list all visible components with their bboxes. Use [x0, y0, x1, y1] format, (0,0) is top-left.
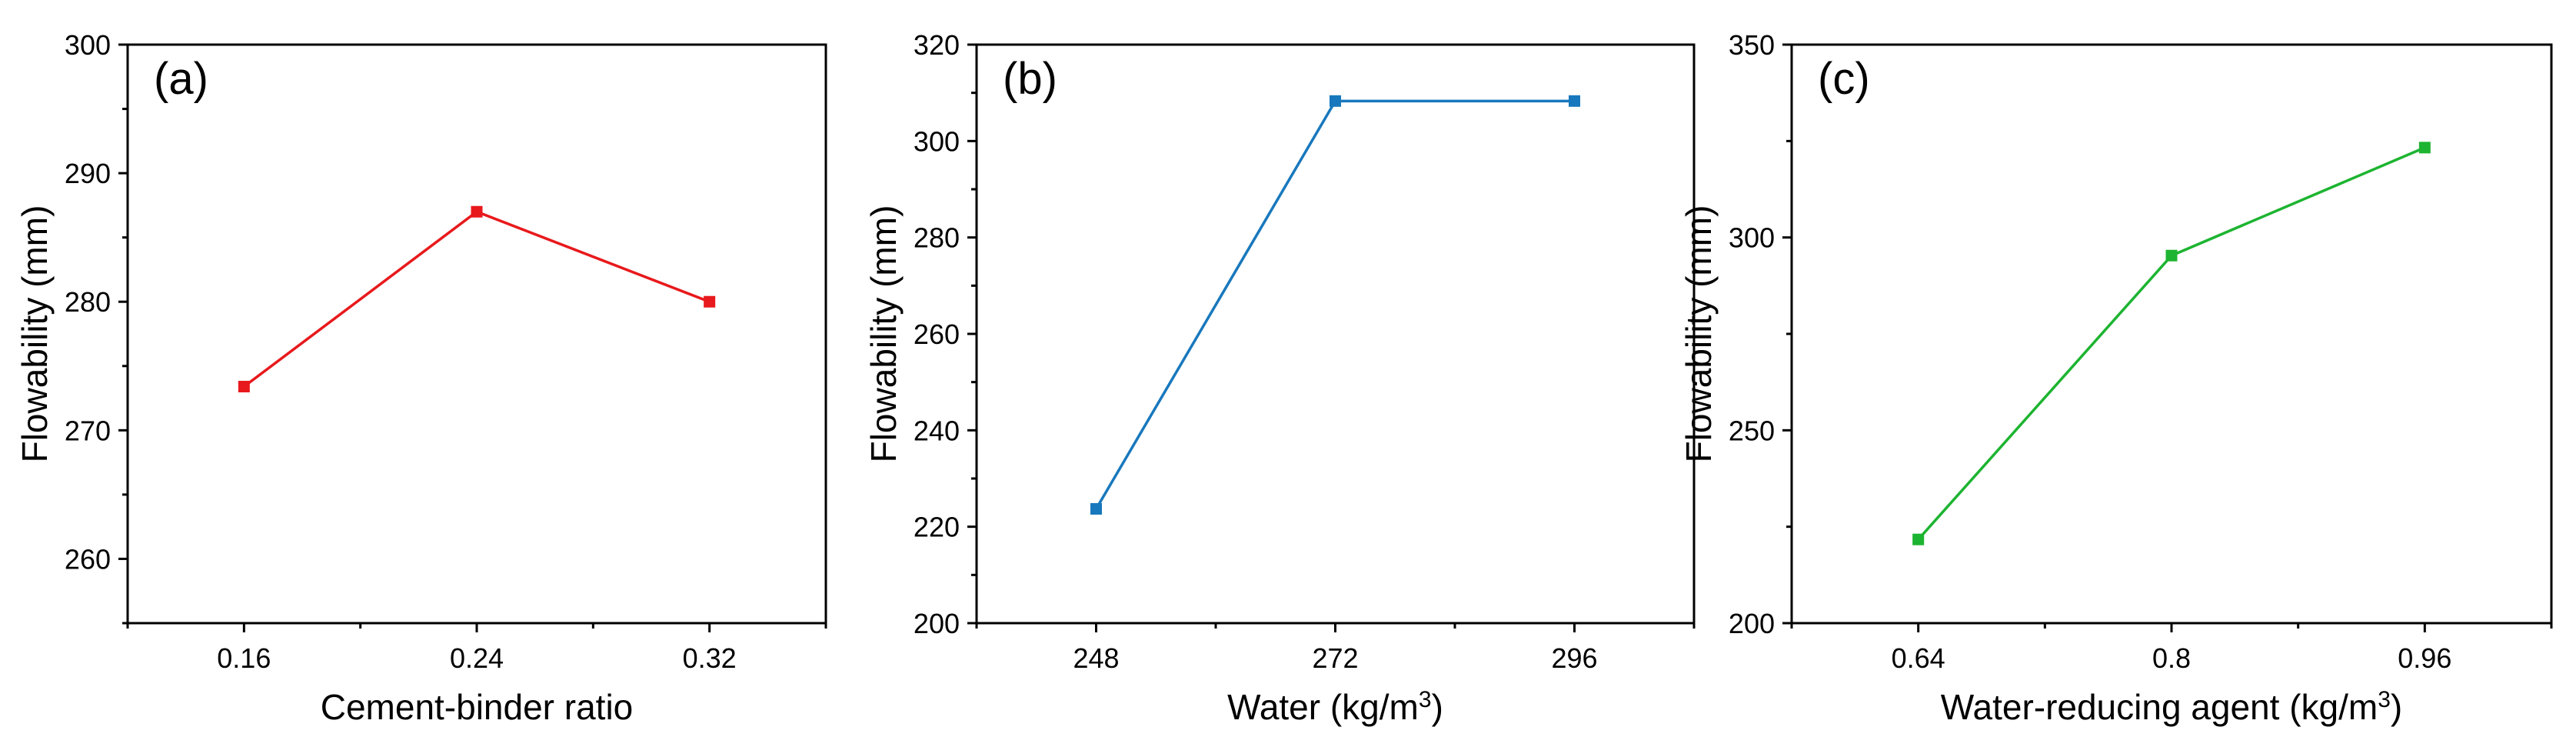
x-tick-label: 248 [1073, 642, 1119, 674]
x-axis-title: Cement-binder ratio [321, 687, 634, 727]
y-axis-title: Flowability (mm) [1679, 205, 1719, 463]
y-tick-label: 280 [914, 222, 960, 254]
x-tick-label: 0.24 [450, 642, 504, 674]
x-tick-label: 0.8 [2152, 642, 2191, 674]
x-tick-label: 272 [1312, 642, 1358, 674]
panel-label: (b) [1003, 54, 1057, 104]
y-tick-label: 290 [65, 158, 111, 189]
y-tick-label: 240 [914, 415, 960, 446]
series-line [1917, 146, 2426, 541]
x-tick-label: 0.64 [1892, 642, 1945, 674]
data-point [1569, 95, 1580, 107]
y-tick-label: 300 [65, 29, 111, 61]
x-axis-title: Water-reducing agent (kg/m3) [1941, 687, 2402, 728]
data-point [704, 295, 716, 308]
series-line [1094, 99, 1575, 510]
y-tick-label: 200 [1729, 608, 1775, 639]
series-line [243, 210, 711, 388]
data-point [2418, 142, 2431, 154]
data-point [2165, 249, 2178, 262]
x-tick-label: 0.96 [2398, 642, 2451, 674]
x-axis-title: Water (kg/m3) [1227, 687, 1443, 728]
chart-panel-a: 260 270 280 290 300 0.16 0.24 0.32 (a) Flowabilit… [15, 29, 827, 727]
x-tick-label: 296 [1551, 642, 1597, 674]
data-point [471, 205, 483, 218]
x-tick-label: 0.16 [217, 642, 271, 674]
chart-panel-c: 200 250 300 350 0.64 0.8 0.96 (c) Flowability (m… [1679, 29, 2553, 728]
plot-frame [975, 43, 1696, 625]
y-tick-label: 320 [914, 29, 960, 61]
y-tick-label: 350 [1729, 29, 1775, 61]
y-axis-title: Flowability (mm) [864, 205, 904, 463]
y-tick-label: 300 [914, 125, 960, 157]
data-point [238, 381, 250, 393]
plot-frame [126, 43, 827, 625]
y-tick-label: 280 [65, 286, 111, 318]
y-axis-title: Flowability (mm) [15, 205, 55, 463]
y-tick-label: 260 [65, 543, 111, 575]
y-tick-label: 220 [914, 512, 960, 543]
plot-frame [1790, 43, 2553, 625]
chart-panel-b: 200 220 240 260 280 300 320 248 272 296 (b) Flowabi… [864, 29, 1696, 728]
data-point [1330, 95, 1341, 107]
y-tick-label: 260 [914, 318, 960, 350]
y-tick-label: 250 [1729, 415, 1775, 446]
y-tick-label: 300 [1729, 222, 1775, 254]
data-point [1090, 502, 1102, 515]
data-point [1912, 533, 1925, 545]
panel-label: (a) [154, 54, 208, 104]
x-tick-label: 0.32 [683, 642, 737, 674]
y-tick-label: 200 [914, 608, 960, 639]
panel-label: (c) [1818, 54, 1870, 104]
y-tick-label: 270 [65, 415, 111, 446]
